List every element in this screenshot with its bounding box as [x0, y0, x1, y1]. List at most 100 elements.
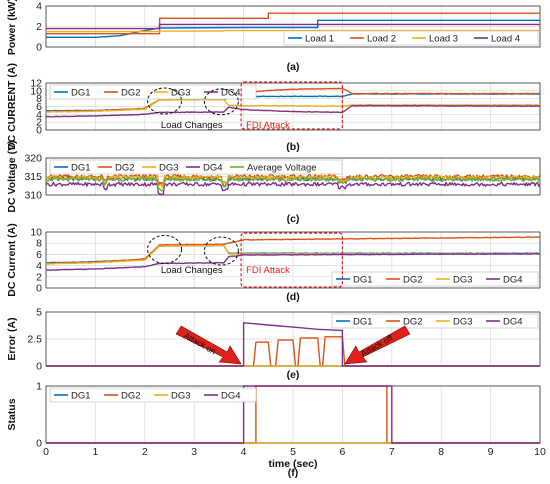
y-axis-label: DC Current (A): [6, 223, 18, 297]
panel-label: (f): [288, 467, 299, 479]
x-tick-label: 6: [339, 446, 345, 458]
panel-label: (b): [286, 141, 299, 153]
x-tick-label: 7: [389, 446, 395, 458]
y-tick-label: 2: [36, 271, 42, 283]
legend-label: DG3: [171, 88, 191, 99]
y-tick-label: 10: [30, 227, 42, 239]
legend-label: DG3: [171, 391, 191, 402]
y-tick-label: 1: [36, 381, 42, 393]
y-tick-label: 4: [36, 1, 42, 13]
x-tick-label: 4: [241, 446, 247, 458]
attack-on-arrow: [175, 325, 242, 365]
y-tick-label: 4: [36, 109, 42, 121]
panel-label: (e): [287, 369, 300, 381]
x-axis-label: time (sec): [268, 458, 317, 470]
legend-label: DG2: [115, 163, 135, 174]
load-change-marker: [147, 87, 183, 115]
legend: Load 1 Load 2 Load 3 Load 4: [283, 30, 539, 46]
legend-box: [49, 84, 257, 100]
legend-label: DG3: [453, 275, 473, 286]
attack-off-arrow: [344, 325, 411, 365]
y-tick-label: 8: [36, 238, 42, 250]
x-tick-label: 3: [191, 446, 197, 458]
load-change-marker: [147, 234, 183, 264]
y-tick-label: 5: [36, 307, 42, 319]
annotations: Load Changes FDI Attack: [147, 81, 344, 131]
legend-label: DG2: [121, 391, 141, 402]
x-tick-label: 5: [290, 446, 296, 458]
y-tick-label: 0: [36, 42, 42, 54]
legend-label: Load 4: [491, 34, 520, 45]
series-line-load-3: [46, 29, 540, 33]
legend-label: DG1: [71, 163, 91, 174]
legend: DG1 DG2 DG3 DG4: [49, 84, 257, 100]
legend: DG1 DG2 DG3 DG4: [49, 387, 257, 403]
y-tick-label: 315: [24, 171, 42, 183]
load-changes-label: Load Changes: [161, 265, 223, 276]
legend-box: [49, 387, 257, 403]
legend-label: DG1: [353, 275, 373, 286]
x-tick-label: 1: [92, 446, 98, 458]
series-line-dg3: [45, 98, 541, 113]
y-tick-label: 0: [36, 283, 42, 295]
y-tick-label: 6: [36, 249, 42, 261]
series-line-dg4: [46, 253, 541, 271]
legend-label: DG3: [159, 163, 179, 174]
legend-label: DG3: [453, 317, 473, 328]
legend-label: DG4: [503, 275, 523, 286]
x-tick-label: 0: [43, 446, 49, 458]
y-axis-label: Status: [6, 398, 18, 430]
legend-label: DG1: [353, 317, 373, 328]
y-tick-label: 2.5: [27, 334, 42, 346]
x-tick-label: 2: [142, 446, 148, 458]
series-line-dg2: [46, 87, 540, 113]
legend-box: [331, 313, 539, 329]
legend-label: DG1: [71, 88, 91, 99]
legend-box: [283, 30, 539, 46]
fdi-attack-box: [240, 81, 344, 130]
y-axis-label: DC CURRENT (A): [6, 63, 18, 150]
panel-label: (d): [286, 291, 299, 303]
attack-off-label: Attack off: [359, 332, 395, 359]
legend: DG1 DG2 DG3 DG4: [331, 313, 539, 329]
y-tick-label: 310: [24, 190, 42, 202]
legend-label: DG4: [221, 88, 241, 99]
legend-label: DG2: [403, 317, 423, 328]
legend: DG1 DG2 DG3 DG4 Average Voltage: [49, 159, 343, 175]
y-tick-label: 2: [36, 117, 42, 129]
y-tick-label: 0: [36, 125, 42, 137]
y-tick-label: 2: [36, 21, 42, 33]
y-tick-label: 0: [36, 438, 42, 450]
series-line-load-4: [46, 23, 540, 30]
x-tick-label: 10: [534, 446, 546, 458]
y-tick-label: 4: [36, 260, 42, 272]
y-tick-label: 8: [36, 93, 42, 105]
series-line-dg4: [45, 104, 541, 118]
y-axis-label: Error (A): [6, 317, 18, 360]
panel-label: (c): [287, 213, 300, 225]
series-line-average-voltage: [45, 176, 541, 192]
legend-label: Load 2: [367, 34, 396, 45]
y-tick-label: 320: [24, 153, 42, 165]
panel-3: 310 315 320 DC Voltage (V) DG1 DG2 DG3 DG4 Avera…: [6, 140, 541, 225]
panel-1: 0 2 4 Power (kW) Load 1 Load 2 Load 3 Load 4 (a): [6, 0, 541, 73]
legend-label: DG2: [121, 88, 141, 99]
panel-label: (a): [287, 61, 300, 73]
panel-5: 0 2.5 5 Error (A) DG1 DG2 DG3 DG4 Attack on Attac…: [6, 307, 541, 381]
y-tick-label: 6: [36, 101, 42, 113]
series-line-dg4: [46, 385, 540, 444]
panel-6: 0 1 Status DG1 DG2 DG3 DG4 0 1 2 3 4 5 6 7 8 9 10 time (se…: [6, 381, 546, 480]
legend-label: DG4: [203, 163, 223, 174]
y-tick-label: 10: [30, 85, 42, 97]
legend: DG1 DG2 DG3 DG4: [331, 271, 539, 287]
series-line-dg4: [45, 181, 541, 196]
attack-on-label: Attack on: [182, 330, 218, 357]
y-tick-label: 12: [30, 78, 42, 90]
load-changes-label: Load Changes: [161, 120, 223, 131]
legend-label: DG4: [221, 391, 241, 402]
fdi-attack-label: FDI Attack: [246, 265, 290, 276]
fdi-attack-box: [240, 232, 344, 288]
series-line-load-2: [46, 12, 540, 35]
legend-label: Load 1: [305, 34, 334, 45]
